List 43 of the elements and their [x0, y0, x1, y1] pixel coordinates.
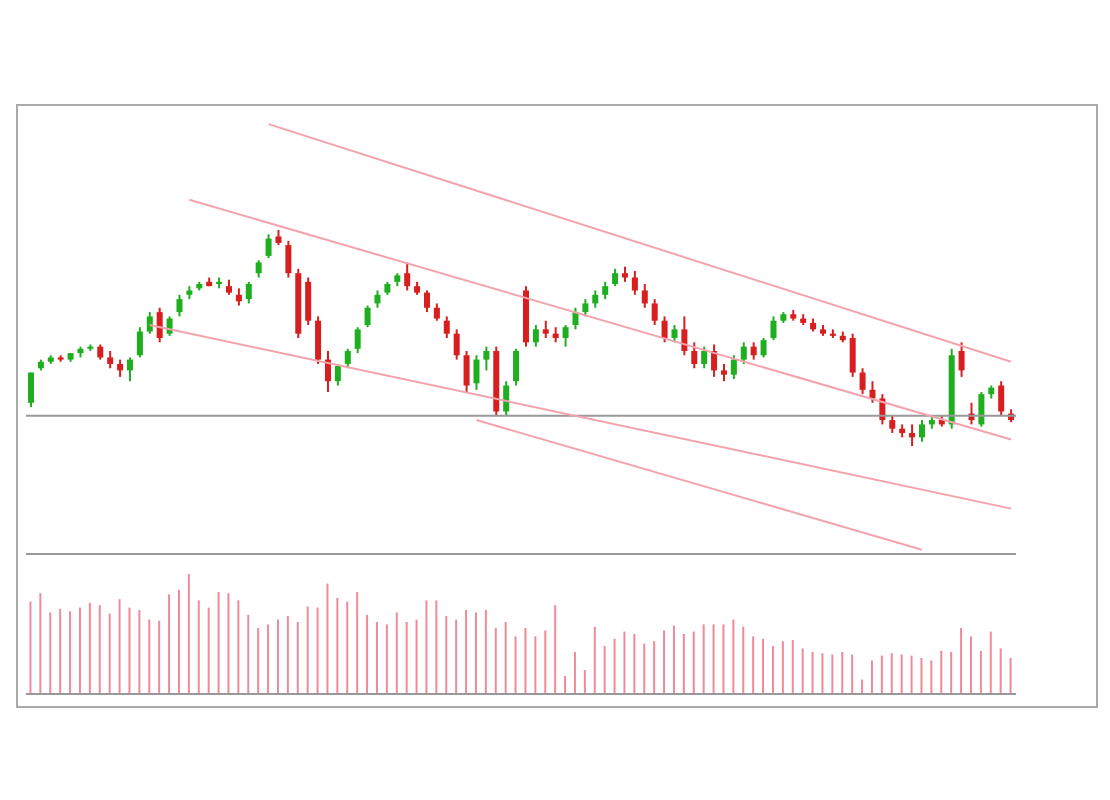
candlestick [126, 356, 133, 383]
candlestick [423, 289, 430, 314]
candlestick [681, 315, 688, 357]
candlestick [305, 276, 312, 327]
candlestick [572, 306, 579, 331]
candlestick [136, 326, 143, 359]
candlestick [364, 304, 371, 329]
candlestick [661, 315, 668, 344]
candlestick [473, 354, 480, 391]
candlestick [998, 380, 1005, 417]
candlestick [909, 423, 916, 447]
candlestick [463, 349, 470, 393]
candlestick [146, 311, 153, 335]
candlestick [631, 270, 638, 296]
candlestick [453, 328, 460, 361]
candlestick [483, 345, 490, 372]
candlestick [918, 419, 925, 443]
candlestick [443, 315, 450, 339]
candlestick [651, 298, 658, 327]
candlestick [245, 280, 252, 305]
candlestick [532, 324, 539, 348]
candlestick [730, 354, 737, 381]
candlestick [770, 315, 777, 342]
candlestick [562, 324, 569, 348]
candlestick [354, 326, 361, 355]
candlestick [315, 315, 322, 365]
candlestick [176, 293, 183, 318]
candlestick [691, 341, 698, 370]
candlestick [27, 371, 34, 409]
candlestick [285, 239, 292, 279]
candlestick [701, 345, 708, 370]
candlestick [265, 233, 272, 260]
candlestick [404, 261, 411, 292]
candlestick [513, 347, 520, 387]
candlestick [849, 332, 856, 378]
candlestick [978, 391, 985, 428]
candlestick [740, 341, 747, 365]
candlestick [641, 283, 648, 309]
candlestick [344, 347, 351, 370]
candlestick [156, 306, 163, 344]
candlestick [760, 337, 767, 359]
candlestick [958, 341, 965, 378]
candlestick [859, 367, 866, 396]
